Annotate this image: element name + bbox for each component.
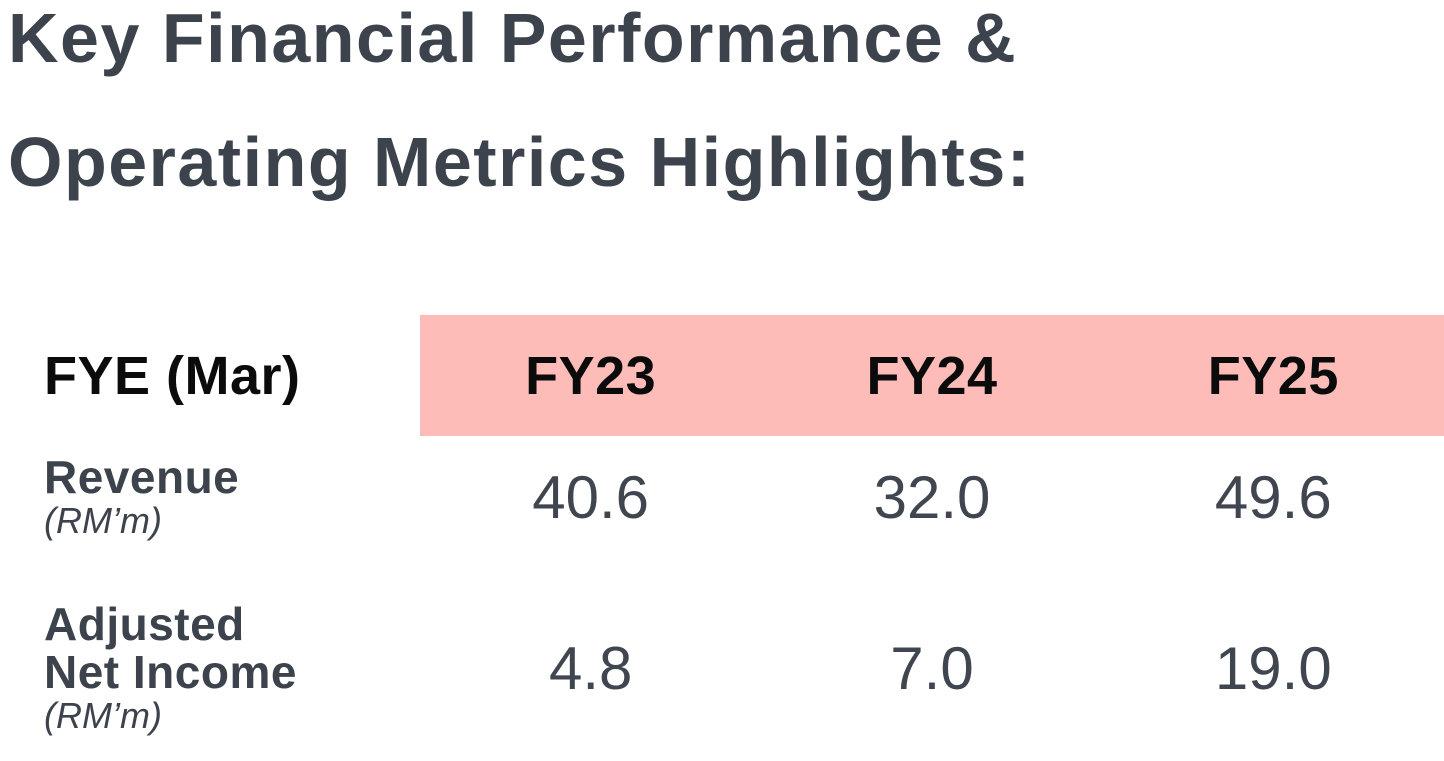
revenue-value-fy25: 49.6 bbox=[1214, 463, 1332, 531]
header-cell-fy24: FY24 bbox=[761, 315, 1103, 436]
page-title-line-1: Key Financial Performance & bbox=[8, 0, 1018, 77]
table-row-revenue: Revenue (RM’m) 40.6 32.0 49.6 bbox=[0, 453, 1444, 541]
table-header-row: FYE (Mar) FY23 FY24 FY25 bbox=[0, 315, 1444, 436]
adjusted-net-income-value-fy24: 7.0 bbox=[890, 634, 974, 702]
header-cell-fye-mar: FYE (Mar) bbox=[0, 315, 420, 436]
revenue-value-fy23: 40.6 bbox=[532, 463, 650, 531]
adjusted-net-income-value-fy23: 4.8 bbox=[548, 634, 633, 702]
row-label-revenue: Revenue (RM’m) bbox=[0, 453, 420, 541]
row-name-net-income: Net Income bbox=[44, 646, 297, 698]
row-unit-adjusted-net-income: (RM’m) bbox=[44, 695, 162, 736]
adjusted-net-income-value-fy25: 19.0 bbox=[1214, 634, 1332, 702]
page-title-line-2: Operating Metrics Highlights: bbox=[8, 123, 1032, 201]
row-name-revenue: Revenue bbox=[44, 451, 240, 503]
row-label-adjusted-net-income: Adjusted Net Income (RM’m) bbox=[0, 600, 420, 736]
revenue-value-fy24: 32.0 bbox=[873, 463, 991, 531]
header-cell-fy23: FY23 bbox=[420, 315, 762, 436]
page-title: Key Financial Performance & Operating Me… bbox=[8, 0, 1032, 224]
row-unit-revenue: (RM’m) bbox=[44, 500, 162, 541]
table-row-adjusted-net-income: Adjusted Net Income (RM’m) 4.8 7.0 19.0 bbox=[0, 600, 1444, 736]
row-name-adjusted: Adjusted bbox=[44, 598, 245, 650]
header-cell-fy25: FY25 bbox=[1102, 315, 1444, 436]
